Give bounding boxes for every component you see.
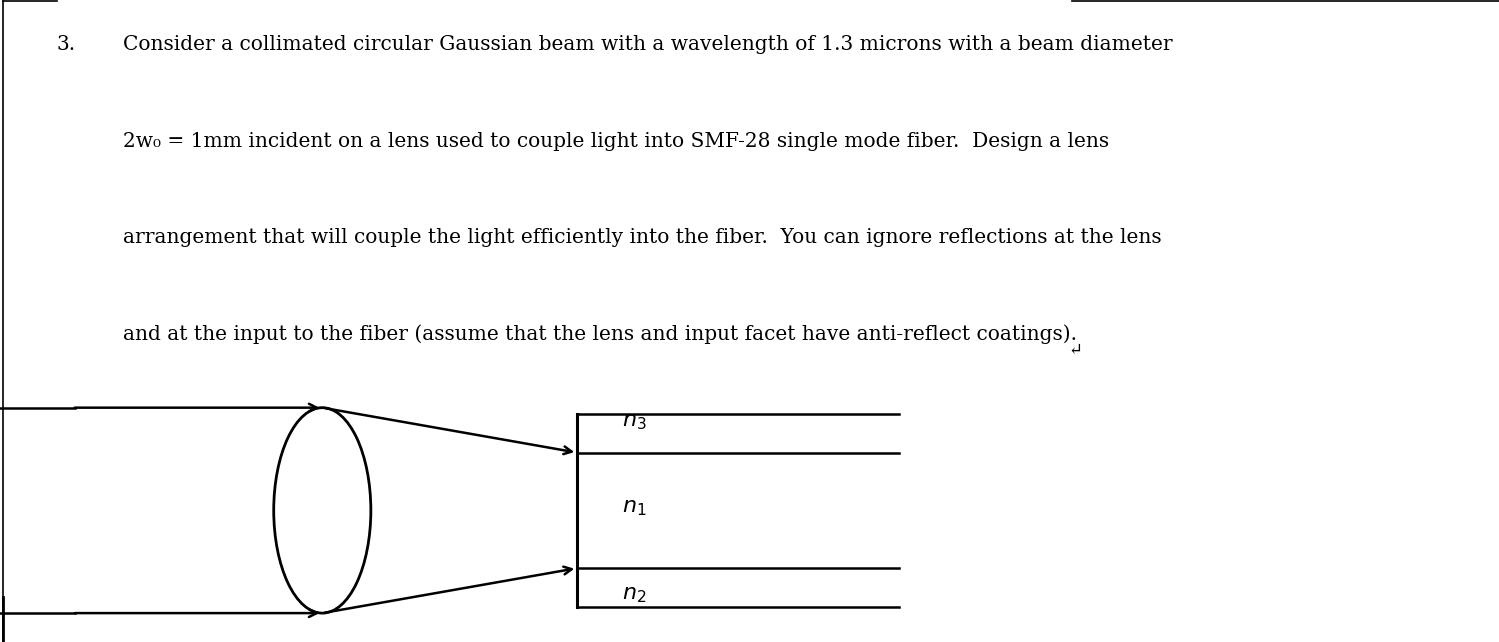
Text: 3.: 3.	[57, 35, 76, 55]
Text: Consider a collimated circular Gaussian beam with a wavelength of 1.3 microns wi: Consider a collimated circular Gaussian …	[123, 35, 1172, 55]
Text: $n_2$: $n_2$	[622, 583, 646, 605]
Text: arrangement that will couple the light efficiently into the fiber.  You can igno: arrangement that will couple the light e…	[123, 228, 1162, 247]
Text: 2w₀ = 1mm incident on a lens used to couple light into SMF-28 single mode fiber.: 2w₀ = 1mm incident on a lens used to cou…	[123, 132, 1109, 151]
Text: $n_3$: $n_3$	[622, 410, 646, 431]
Text: ↵: ↵	[1069, 342, 1082, 358]
Text: $n_1$: $n_1$	[622, 496, 646, 518]
Text: and at the input to the fiber (assume that the lens and input facet have anti-re: and at the input to the fiber (assume th…	[123, 324, 1076, 344]
